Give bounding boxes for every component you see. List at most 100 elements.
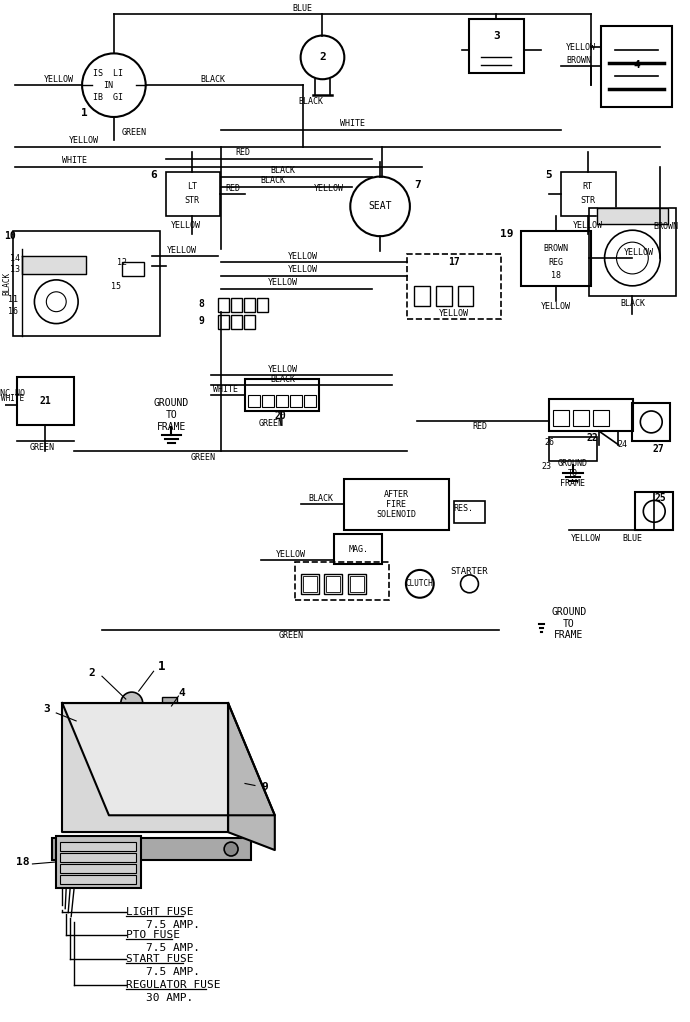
Text: YELLOW: YELLOW <box>571 533 601 543</box>
Bar <box>262 396 274 407</box>
Text: GREEN: GREEN <box>258 419 284 428</box>
Circle shape <box>224 842 238 856</box>
Text: YELLOW: YELLOW <box>268 278 298 287</box>
Text: YELLOW: YELLOW <box>566 43 595 52</box>
Text: 1: 1 <box>81 108 88 118</box>
Bar <box>407 254 501 319</box>
Text: 13: 13 <box>10 266 19 275</box>
Text: 25: 25 <box>654 494 666 504</box>
Bar <box>553 410 569 426</box>
Text: 22: 22 <box>586 433 598 443</box>
Bar <box>521 231 591 286</box>
Text: RED: RED <box>235 148 250 157</box>
Bar <box>218 315 229 328</box>
Bar <box>351 575 364 592</box>
Bar <box>304 396 315 407</box>
Bar <box>231 315 242 328</box>
Bar <box>573 410 589 426</box>
Text: STR: STR <box>185 196 200 205</box>
Text: 3: 3 <box>43 704 50 714</box>
Text: MAG.: MAG. <box>348 545 368 554</box>
Text: 4: 4 <box>633 60 640 71</box>
Bar <box>635 493 673 530</box>
Text: 17: 17 <box>448 257 460 267</box>
Text: 7: 7 <box>415 180 421 189</box>
Bar <box>348 574 366 594</box>
Text: AFTER: AFTER <box>384 490 408 499</box>
Bar <box>248 396 260 407</box>
Text: RED: RED <box>472 422 487 431</box>
Polygon shape <box>62 703 228 832</box>
Text: BLACK: BLACK <box>620 299 645 309</box>
Bar <box>301 574 319 594</box>
Text: IB  GI: IB GI <box>93 93 123 101</box>
Text: RES.: RES. <box>453 504 473 513</box>
Text: REG: REG <box>549 258 564 267</box>
Text: 6: 6 <box>150 170 157 180</box>
Text: RED: RED <box>226 184 241 193</box>
Text: 7.5 AMP.: 7.5 AMP. <box>146 920 199 930</box>
Bar <box>303 575 317 592</box>
Bar <box>60 842 136 851</box>
Bar <box>324 574 342 594</box>
Text: LIGHT FUSE: LIGHT FUSE <box>126 907 193 917</box>
Text: 8: 8 <box>198 298 204 309</box>
Text: NC NO: NC NO <box>0 388 25 398</box>
Text: 21: 21 <box>39 397 51 406</box>
Text: 9: 9 <box>262 783 268 792</box>
Bar <box>257 297 268 312</box>
Text: CLUTCH: CLUTCH <box>406 579 434 589</box>
Text: 4: 4 <box>178 688 185 698</box>
Text: YELLOW: YELLOW <box>268 365 298 374</box>
Text: BROWN: BROWN <box>566 56 591 64</box>
Bar <box>589 208 676 295</box>
Text: SEAT: SEAT <box>368 201 392 212</box>
Text: 26: 26 <box>544 438 554 448</box>
Polygon shape <box>23 257 86 274</box>
Text: BLUE: BLUE <box>622 533 642 543</box>
Text: 27: 27 <box>652 444 664 454</box>
Text: IS  LI: IS LI <box>93 68 123 78</box>
Text: 7.5 AMP.: 7.5 AMP. <box>146 967 199 977</box>
Bar <box>104 741 184 752</box>
Bar <box>231 297 242 312</box>
Text: BLACK: BLACK <box>308 494 333 503</box>
Bar <box>122 262 144 276</box>
Polygon shape <box>228 703 275 850</box>
Bar <box>166 172 220 217</box>
Text: YELLOW: YELLOW <box>288 251 317 261</box>
Text: YELLOW: YELLOW <box>313 184 344 193</box>
Bar <box>549 399 633 431</box>
Bar <box>453 502 485 523</box>
Bar <box>60 853 136 862</box>
Text: 23: 23 <box>541 462 551 471</box>
Text: GROUND
TO
FRAME: GROUND TO FRAME <box>154 399 189 431</box>
Text: YELLOW: YELLOW <box>573 221 602 230</box>
Bar <box>17 377 74 425</box>
Text: WHITE: WHITE <box>61 156 87 166</box>
Bar <box>52 838 251 860</box>
Bar <box>60 864 136 873</box>
Text: 2: 2 <box>319 52 326 62</box>
Text: PTO FUSE: PTO FUSE <box>126 930 180 940</box>
Bar <box>57 836 141 888</box>
Text: BROWN: BROWN <box>653 222 679 231</box>
Text: 3: 3 <box>493 31 500 41</box>
Text: 12: 12 <box>117 258 127 267</box>
Text: IN: IN <box>103 81 113 90</box>
Text: STARTER: STARTER <box>451 567 489 576</box>
Text: YELLOW: YELLOW <box>170 221 200 230</box>
Bar <box>161 697 177 718</box>
Text: START FUSE: START FUSE <box>126 955 193 965</box>
Bar <box>276 396 288 407</box>
Text: 24: 24 <box>618 440 627 450</box>
Text: 1: 1 <box>158 660 166 672</box>
Bar <box>561 172 615 217</box>
Text: REGULATOR FUSE: REGULATOR FUSE <box>126 980 220 990</box>
Bar <box>633 403 670 440</box>
Text: YELLOW: YELLOW <box>541 303 571 312</box>
Text: BLACK: BLACK <box>260 176 285 185</box>
Bar <box>469 18 524 74</box>
Text: YELLOW: YELLOW <box>276 550 306 559</box>
Bar <box>60 875 136 884</box>
